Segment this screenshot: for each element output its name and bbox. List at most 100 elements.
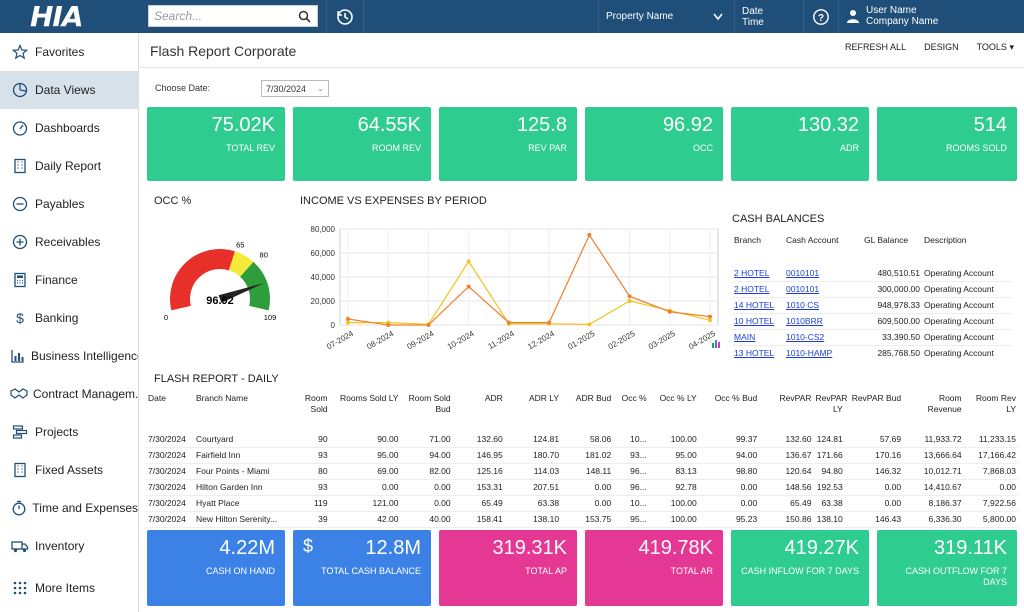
- col-header[interactable]: Occ % Bud: [714, 393, 758, 403]
- table-cell: 136.67: [785, 450, 812, 460]
- col-header[interactable]: RevPAR LY: [815, 393, 848, 414]
- kpi-tile-total-ar[interactable]: 419.78K TOTAL AR: [585, 530, 723, 606]
- x-tick-label: 03-2025: [647, 329, 677, 352]
- tools-menu[interactable]: TOOLS ▾: [977, 42, 1014, 53]
- handshake-icon: [10, 384, 28, 404]
- sidebar-item-payables[interactable]: Payables: [0, 185, 138, 223]
- history-icon[interactable]: [327, 0, 363, 33]
- minus-circle-icon: [10, 194, 30, 214]
- table-cell: 170.16: [875, 450, 902, 460]
- description: Operating Account: [924, 348, 994, 358]
- sidebar-item-business-intelligence[interactable]: Business Intelligence: [0, 337, 138, 375]
- gl-balance: 33,390.50: [882, 332, 920, 342]
- table-cell: 94.00: [735, 450, 758, 460]
- refresh-all-button[interactable]: REFRESH ALL: [845, 42, 907, 52]
- kpi-tile-cash-outflow[interactable]: 319.11K CASH OUTFLOW FOR 7 DAYS: [877, 530, 1017, 606]
- sidebar-item-data-views[interactable]: Data Views: [0, 71, 138, 109]
- cash-account-link[interactable]: 0010101: [786, 284, 820, 294]
- col-header[interactable]: Branch Name: [195, 393, 248, 403]
- cash-account-link[interactable]: 0010101: [786, 267, 820, 278]
- search-input[interactable]: [149, 6, 294, 26]
- sidebar-item-banking[interactable]: $ Banking: [0, 299, 138, 337]
- branch-link[interactable]: 2 HOTEL: [734, 284, 770, 294]
- help-icon[interactable]: ?: [803, 0, 839, 33]
- sidebar-item-label: Daily Report: [35, 159, 102, 173]
- col-header: Description: [924, 235, 967, 245]
- col-header[interactable]: Room Rev LY: [975, 393, 1016, 414]
- table-cell: 11,233.15: [978, 433, 1016, 444]
- top-bar: HIA Property Name Date Time ? User Name …: [0, 0, 1024, 33]
- property-selector[interactable]: Property Name: [600, 0, 733, 33]
- cash-row: MAIN 1010-CS2 33,390.50 Operating Account: [732, 329, 1012, 345]
- branch-link[interactable]: 2 HOTEL: [734, 267, 770, 278]
- cash-account-link[interactable]: 1010BRR: [786, 316, 823, 326]
- kpi-tile-adr[interactable]: 130.32 ADR: [731, 107, 869, 181]
- flash-report-panel: FLASH REPORT - DAILY Date Branch Name Room…: [146, 373, 1018, 528]
- kpi-tile-total-ap[interactable]: 319.31K TOTAL AP: [439, 530, 577, 606]
- kpi-tile-rooms-sold[interactable]: 514 ROOMS SOLD: [877, 107, 1017, 181]
- gl-balance: 300,000.00: [877, 284, 920, 294]
- sidebar-item-finance[interactable]: Finance: [0, 261, 138, 299]
- cash-account-link[interactable]: 1010-HAMP: [786, 348, 833, 358]
- branch-link[interactable]: 13 HOTEL: [734, 348, 775, 358]
- col-header[interactable]: ADR LY: [529, 393, 560, 403]
- data-point: [667, 309, 672, 314]
- sidebar-item-label: Payables: [35, 197, 85, 211]
- date-select[interactable]: 7/30/2024 ⌄: [261, 80, 329, 97]
- table-cell: 10,012.71: [923, 466, 962, 476]
- kpi-tile-total-rev[interactable]: 75.02K TOTAL REV: [147, 107, 285, 181]
- search-icon[interactable]: [294, 6, 314, 26]
- design-button[interactable]: DESIGN: [924, 42, 959, 52]
- col-header[interactable]: Room Sold Bud: [408, 393, 451, 414]
- table-cell: 90.00: [377, 433, 399, 444]
- sidebar-item-inventory[interactable]: Inventory: [0, 527, 138, 565]
- data-point: [587, 322, 592, 327]
- table-cell: 146.43: [875, 514, 902, 524]
- kpi-tile-cash-on-hand[interactable]: 4.22M CASH ON HAND: [147, 530, 285, 606]
- table-cell: 0.00: [434, 498, 451, 508]
- kpi-value: 4.22M: [219, 537, 275, 559]
- sidebar-item-contract-management[interactable]: Contract Managem...: [0, 375, 138, 413]
- table-cell: 120.64: [785, 466, 812, 476]
- app-logo[interactable]: HIA: [30, 0, 84, 33]
- col-header[interactable]: Occ % LY: [659, 393, 697, 403]
- col-header[interactable]: ADR: [484, 393, 503, 403]
- table-cell: 125.16: [476, 466, 503, 476]
- cash-account-link[interactable]: 1010-CS2: [786, 332, 825, 342]
- caret-down-icon: ▾: [1009, 42, 1014, 52]
- col-header[interactable]: RevPAR: [779, 393, 812, 403]
- cash-balances-scroll[interactable]: Branch Cash Account GL Balance Descripti…: [732, 235, 1012, 361]
- sidebar-item-receivables[interactable]: Receivables: [0, 223, 138, 261]
- chart-export-icon[interactable]: [711, 335, 721, 353]
- sidebar-item-more-items[interactable]: More Items: [0, 565, 138, 611]
- kpi-tile-occ[interactable]: 96.92 OCC: [585, 107, 723, 181]
- kpi-tile-cash-inflow[interactable]: 419.27K CASH INFLOW FOR 7 DAYS: [731, 530, 869, 606]
- col-header[interactable]: Room Sold: [304, 393, 328, 414]
- sidebar-item-projects[interactable]: Projects: [0, 413, 138, 451]
- branch-link[interactable]: MAIN: [734, 332, 756, 342]
- kpi-tile-room-rev[interactable]: 64.55K ROOM REV: [293, 107, 431, 181]
- kpi-value: 96.92: [662, 114, 713, 136]
- sidebar-item-fixed-assets[interactable]: Fixed Assets: [0, 451, 138, 489]
- col-header[interactable]: Occ %: [621, 393, 647, 403]
- kpi-tile-rev-par[interactable]: 125.8 REV PAR: [439, 107, 577, 181]
- col-header[interactable]: Rooms Sold LY: [340, 393, 399, 403]
- table-cell: 7,868.03: [982, 466, 1016, 476]
- kpi-tile-total-cash-balance[interactable]: $ 12.8M TOTAL CASH BALANCE: [293, 530, 431, 606]
- col-header[interactable]: ADR Bud: [575, 393, 612, 403]
- col-header[interactable]: RevPAR Bud: [851, 393, 902, 403]
- kpi-value: 64.55K: [357, 114, 421, 136]
- col-header[interactable]: Date: [148, 393, 166, 403]
- branch-link[interactable]: 10 HOTEL: [734, 316, 775, 326]
- sidebar-item-time-expenses[interactable]: Time and Expenses: [0, 489, 138, 527]
- cash-account-link[interactable]: 1010 CS: [786, 300, 820, 310]
- svg-text:?: ?: [818, 13, 824, 24]
- occ-gauge-title: OCC %: [154, 195, 192, 207]
- sidebar-item-favorites[interactable]: Favorites: [0, 33, 138, 71]
- branch-link[interactable]: 14 HOTEL: [734, 300, 775, 310]
- sidebar-item-dashboards[interactable]: Dashboards: [0, 109, 138, 147]
- user-menu[interactable]: User Name Company Name: [846, 5, 938, 27]
- sidebar-item-daily-report[interactable]: Daily Report: [0, 147, 138, 185]
- kpi-label: ROOM REV: [371, 143, 421, 153]
- col-header[interactable]: Room Revenue: [927, 393, 962, 414]
